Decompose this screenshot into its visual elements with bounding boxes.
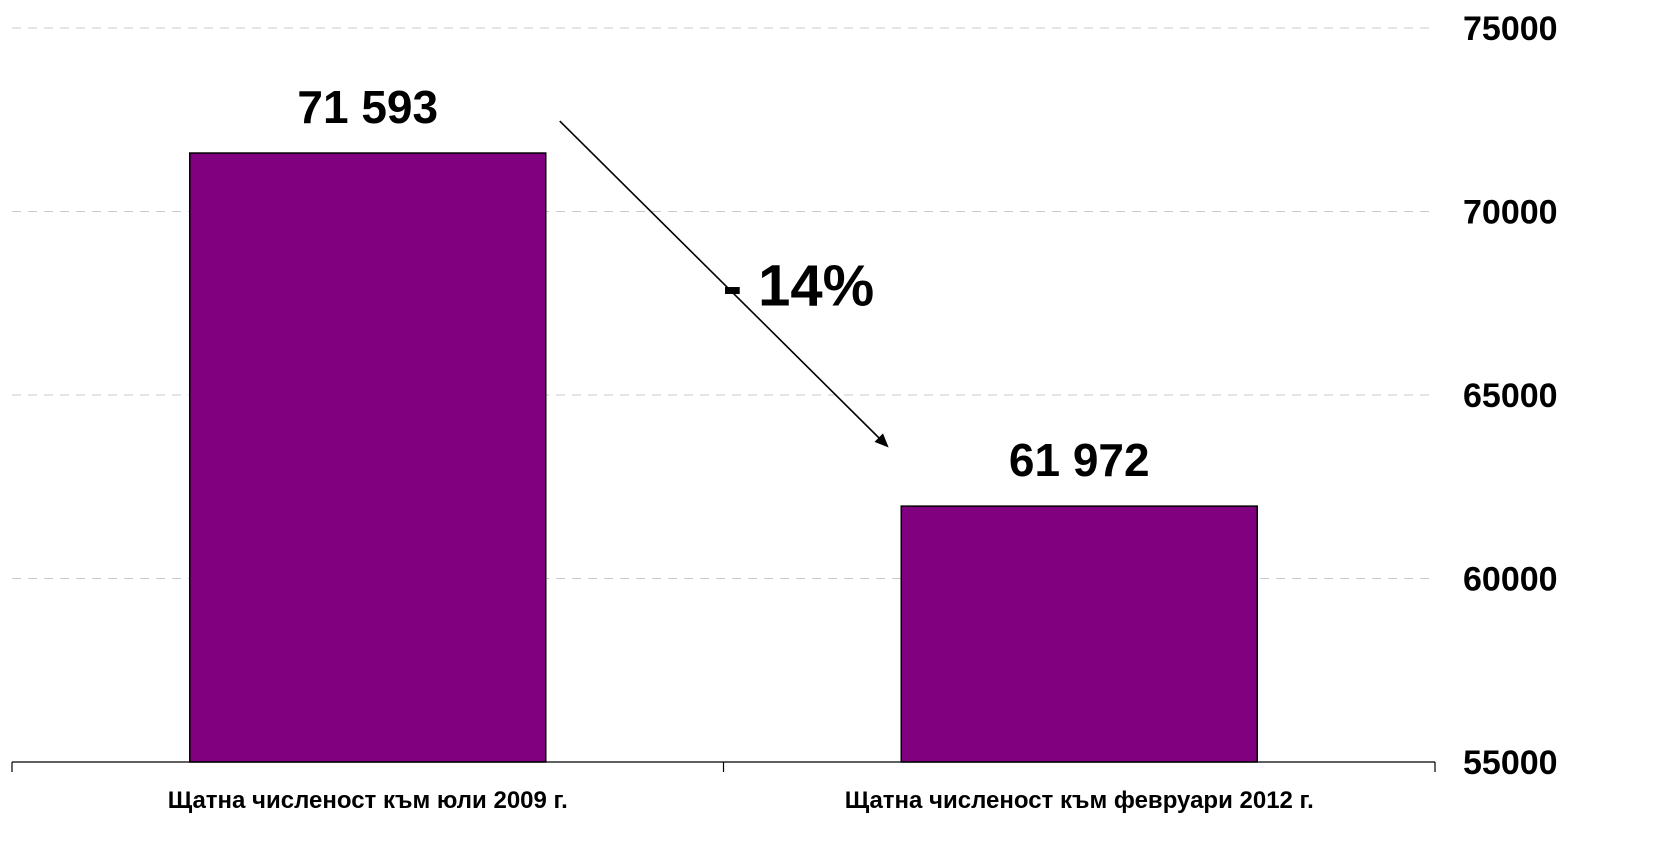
y-tick-label: 65000	[1463, 377, 1558, 415]
bar-value-label: 61 972	[1009, 434, 1150, 486]
change-arrow	[559, 120, 889, 448]
x-category-label: Щатна численост към юли 2009 г.	[168, 787, 568, 814]
change-annotation: - 14%	[559, 120, 889, 448]
bar-value-label: 71 593	[297, 81, 438, 133]
y-tick-label: 60000	[1463, 561, 1558, 599]
category-labels: Щатна численост към юли 2009 г. Щатна чис…	[168, 787, 1314, 814]
y-tick-label: 70000	[1463, 194, 1558, 232]
bar	[900, 505, 1258, 763]
x-category-label: Щатна численост към февруари 2012 г.	[845, 787, 1314, 814]
change-percentage-label: - 14%	[723, 254, 875, 319]
y-axis-ticks: 55000 60000 65000 70000 75000	[1463, 10, 1558, 782]
bars	[189, 152, 1258, 763]
y-tick-label: 55000	[1463, 744, 1558, 782]
x-axis	[11, 761, 1436, 772]
y-tick-label: 75000	[1463, 10, 1558, 48]
data-labels: 71 593 61 972	[297, 81, 1149, 486]
bar	[189, 152, 547, 763]
